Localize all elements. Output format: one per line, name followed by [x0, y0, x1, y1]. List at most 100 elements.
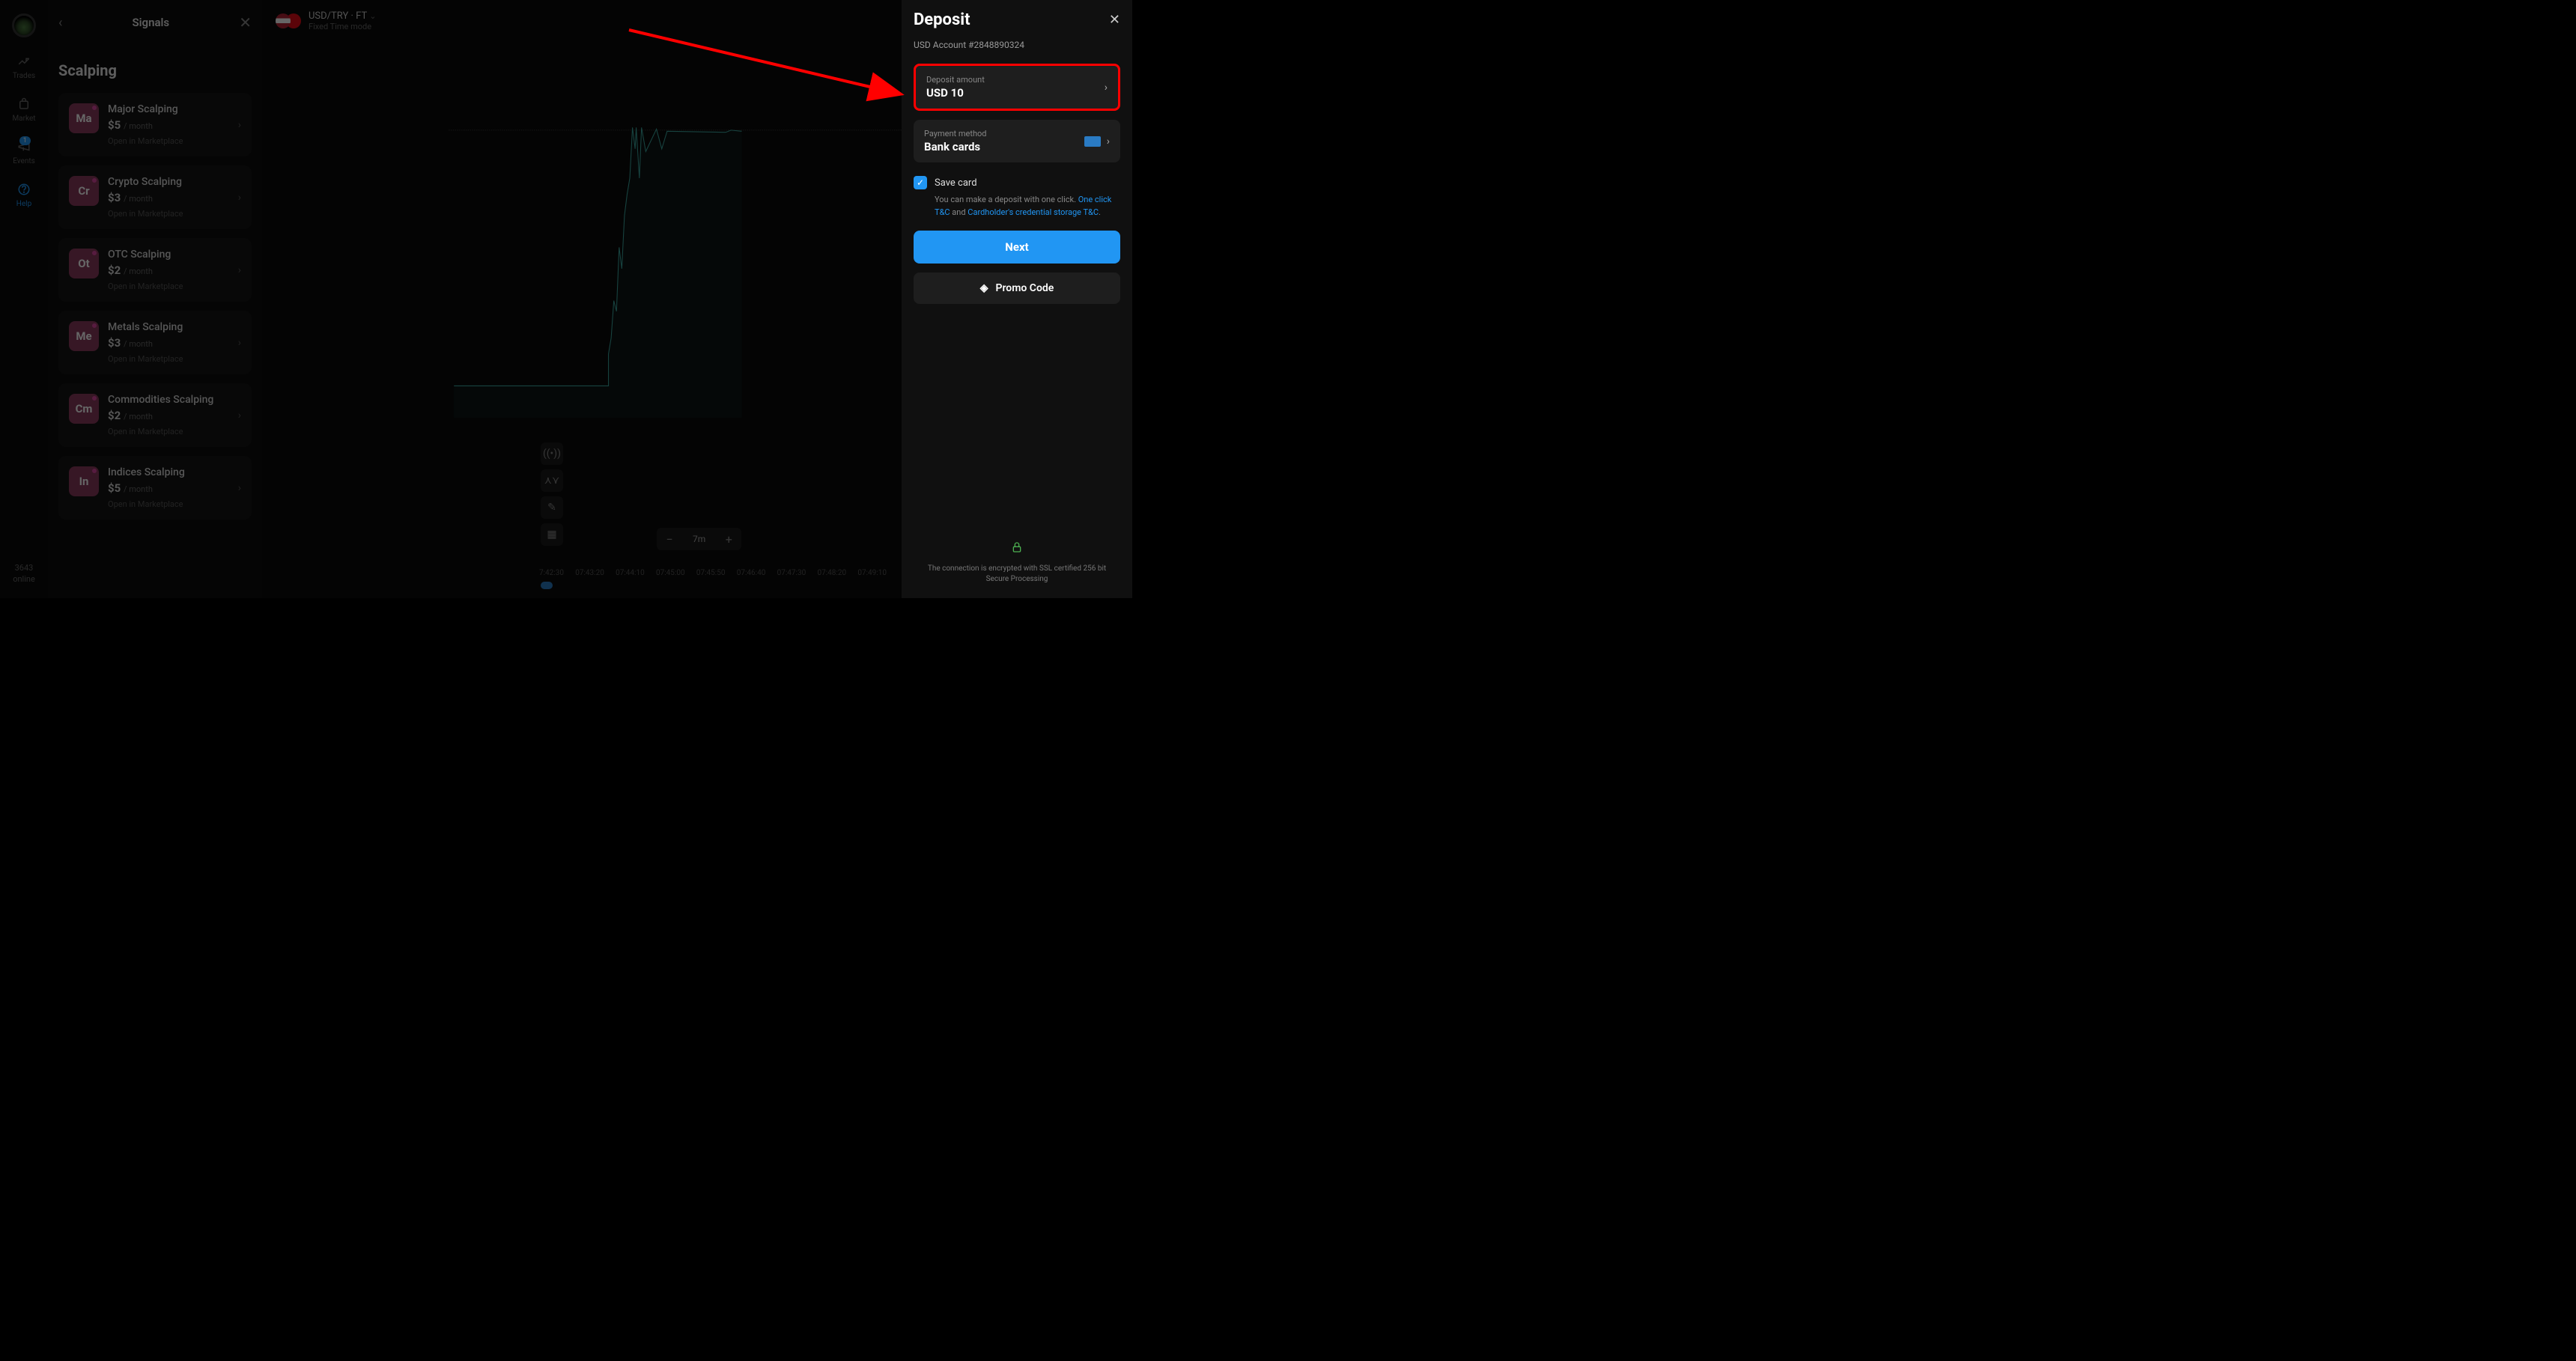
card-icons: [1084, 136, 1101, 147]
signals-back-button[interactable]: ‹: [58, 15, 62, 31]
zoom-in-button[interactable]: +: [716, 528, 741, 550]
pair-selector[interactable]: USD/TRY · FT ⌄ Fixed Time mode: [309, 10, 376, 31]
nav-help[interactable]: Help: [16, 182, 31, 208]
method-label: Payment method: [924, 129, 986, 138]
online-number: 3643: [13, 563, 35, 573]
deposit-amount-field[interactable]: Deposit amount USD 10 ›: [914, 64, 1120, 111]
signal-icon: Cm: [69, 394, 99, 424]
signal-name: OTC Scalping: [108, 249, 229, 261]
tool-broadcast[interactable]: ((•)): [541, 442, 563, 465]
amount-label: Deposit amount: [926, 75, 985, 85]
left-nav: Trades Market 1 Events Help 3643 online: [0, 0, 48, 598]
chart-header: USD/TRY · FT ⌄ Fixed Time mode: [262, 0, 902, 42]
signal-icon: Me: [69, 321, 99, 351]
tool-draw[interactable]: ✎: [541, 496, 563, 519]
time-tick: 07:44:10: [616, 569, 645, 577]
diamond-icon: ◈: [980, 282, 988, 294]
save-card-checkbox[interactable]: ✓: [914, 176, 927, 189]
signal-name: Indices Scalping: [108, 466, 229, 478]
time-tick: 07:49:10: [857, 569, 887, 577]
signal-price: $5 / month: [108, 118, 229, 132]
signal-card[interactable]: Cm Commodities Scalping $2 / month Open …: [58, 383, 252, 447]
signal-marketplace-link: Open in Marketplace: [108, 354, 229, 364]
trades-icon: [16, 54, 31, 69]
nav-label: Market: [12, 115, 35, 123]
signal-icon: In: [69, 466, 99, 496]
zoom-out-button[interactable]: −: [657, 528, 682, 550]
chevron-right-icon: ›: [238, 337, 241, 349]
deposit-close-button[interactable]: ✕: [1109, 12, 1120, 28]
signals-close-button[interactable]: ✕: [239, 13, 252, 31]
time-tick: 07:45:50: [696, 569, 726, 577]
account-number: USD Account #2848890324: [914, 40, 1120, 50]
chevron-right-icon: ›: [238, 482, 241, 494]
signal-icon: Cr: [69, 176, 99, 206]
market-icon: [16, 97, 31, 112]
signal-name: Metals Scalping: [108, 321, 229, 333]
signal-price: $2 / month: [108, 409, 229, 422]
signal-card[interactable]: In Indices Scalping $5 / month Open in M…: [58, 456, 252, 520]
signal-card[interactable]: Ma Major Scalping $5 / month Open in Mar…: [58, 93, 252, 156]
signal-price: $2 / month: [108, 264, 229, 277]
next-button[interactable]: Next: [914, 231, 1120, 264]
nav-label: Events: [13, 157, 35, 165]
chart-area: USD/TRY · FT ⌄ Fixed Time mode ((•)) ⋏⋎ …: [262, 0, 902, 598]
time-tick: 07:45:00: [656, 569, 685, 577]
signal-name: Crypto Scalping: [108, 176, 229, 188]
time-tick: 07:43:20: [575, 569, 604, 577]
signal-marketplace-link: Open in Marketplace: [108, 427, 229, 436]
time-tick: 7:42:30: [539, 569, 564, 577]
ssl-lock-icon: [921, 541, 1113, 558]
signal-card[interactable]: Me Metals Scalping $3 / month Open in Ma…: [58, 311, 252, 374]
signals-title: Signals: [133, 16, 170, 29]
cardholder-tc-link[interactable]: Cardholder's credential storage T&C: [967, 207, 1099, 217]
nav-trades[interactable]: Trades: [13, 54, 35, 80]
signal-body: Commodities Scalping $2 / month Open in …: [108, 394, 229, 436]
amount-value: USD 10: [926, 86, 985, 100]
online-label: online: [13, 574, 35, 585]
signal-marketplace-link: Open in Marketplace: [108, 136, 229, 146]
promo-code-button[interactable]: ◈ Promo Code: [914, 272, 1120, 304]
zoom-label: 7m: [682, 534, 716, 544]
signal-price: $5 / month: [108, 481, 229, 495]
save-card-label: Save card: [935, 177, 977, 189]
ssl-footer: The connection is encrypted with SSL cer…: [914, 528, 1120, 598]
tool-pulse[interactable]: ⋏⋎: [541, 469, 563, 492]
signal-card[interactable]: Cr Crypto Scalping $3 / month Open in Ma…: [58, 165, 252, 229]
nav-label: Trades: [13, 72, 35, 80]
chevron-right-icon: ›: [1105, 82, 1108, 94]
chevron-right-icon: ›: [1107, 136, 1110, 147]
signal-marketplace-link: Open in Marketplace: [108, 499, 229, 509]
signal-name: Major Scalping: [108, 103, 229, 115]
deposit-title: Deposit: [914, 10, 970, 29]
time-tick: 07:48:20: [818, 569, 847, 577]
scalping-section-title: Scalping: [58, 61, 252, 79]
chart-area-fill: [454, 127, 741, 418]
currency-flags: [276, 13, 301, 28]
chevron-right-icon: ›: [238, 119, 241, 131]
price-chart[interactable]: [262, 45, 902, 418]
signal-body: OTC Scalping $2 / month Open in Marketpl…: [108, 249, 229, 291]
signals-header: ‹ Signals ✕: [58, 13, 252, 31]
nav-label: Help: [16, 200, 31, 208]
tool-grid[interactable]: ▦: [541, 523, 563, 546]
time-axis: 7:42:30 07:43:20 07:44:10 07:45:00 07:45:50 0…: [524, 569, 902, 577]
signal-price: $3 / month: [108, 191, 229, 204]
ssl-text: The connection is encrypted with SSL cer…: [928, 564, 1106, 583]
chevron-right-icon: ›: [238, 192, 241, 204]
chevron-right-icon: ›: [238, 264, 241, 276]
app-logo[interactable]: [12, 13, 36, 37]
save-card-row: ✓ Save card: [914, 176, 1120, 189]
signal-card[interactable]: Ot OTC Scalping $2 / month Open in Marke…: [58, 238, 252, 302]
payment-method-field[interactable]: Payment method Bank cards ›: [914, 120, 1120, 162]
time-tick: 07:46:40: [737, 569, 766, 577]
signal-name: Commodities Scalping: [108, 394, 229, 406]
nav-market[interactable]: Market: [12, 97, 35, 123]
flag-us-icon: [276, 13, 291, 28]
signal-icon: Ma: [69, 103, 99, 133]
timeline-scrubber[interactable]: [541, 582, 553, 589]
help-icon: [16, 182, 31, 197]
terms-text: You can make a deposit with one click. O…: [914, 194, 1120, 219]
nav-events[interactable]: 1 Events: [13, 139, 35, 165]
signal-body: Crypto Scalping $3 / month Open in Marke…: [108, 176, 229, 219]
